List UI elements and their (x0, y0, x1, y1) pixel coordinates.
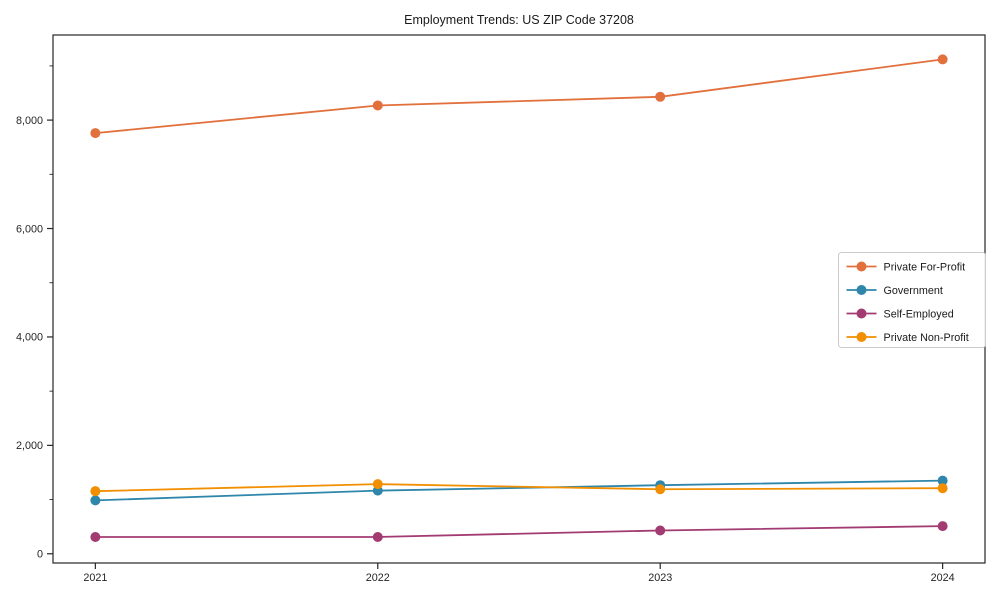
legend-marker (856, 285, 867, 295)
data-point (655, 91, 666, 102)
y-tick-label: 2,000 (16, 440, 43, 452)
data-point (372, 100, 383, 111)
data-point (937, 521, 948, 532)
line-series-self-employed (95, 525, 943, 538)
y-tick-label: 6,000 (16, 223, 43, 235)
data-point (937, 475, 948, 486)
line-series-private-for-profit (95, 58, 943, 135)
x-tick-label: 2021 (83, 572, 107, 584)
legend-label: Private Non-Profit (884, 332, 969, 344)
x-tick-label: 2022 (366, 572, 390, 584)
data-point (90, 531, 101, 542)
data-point (372, 531, 383, 542)
legend-label: Government (884, 285, 943, 297)
y-tick-label: 4,000 (16, 332, 43, 344)
legend-label: Self-Employed (884, 308, 954, 320)
legend-box (838, 252, 986, 348)
data-point (90, 128, 101, 139)
x-tick-label: 2023 (648, 572, 672, 584)
data-point (372, 479, 383, 490)
data-point (937, 483, 948, 494)
data-point (90, 495, 101, 506)
data-point (655, 484, 666, 495)
legend-label: Private For-Profit (884, 261, 966, 273)
y-tick-label: 8,000 (16, 115, 43, 127)
line-series-private-non-profit (95, 483, 943, 493)
chart-title: Employment Trends: US ZIP Code 37208 (404, 13, 634, 27)
y-tick-label: 0 (37, 549, 43, 561)
x-tick-label: 2024 (931, 572, 955, 584)
data-point (937, 54, 948, 65)
line-series-government (95, 479, 943, 502)
legend-marker (856, 332, 867, 342)
legend-marker (856, 308, 867, 319)
data-point (655, 525, 666, 536)
data-point (90, 486, 101, 497)
legend-marker (856, 261, 867, 272)
